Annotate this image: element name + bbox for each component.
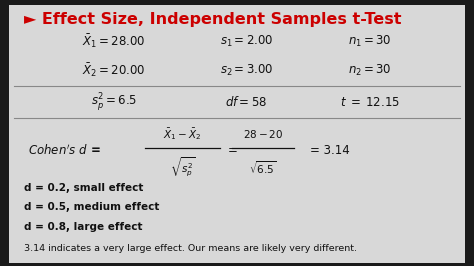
Text: $t \;=\; 12.15$: $t \;=\; 12.15$	[340, 96, 400, 109]
Text: $\bar{X}_1 - \bar{X}_2$: $\bar{X}_1 - \bar{X}_2$	[164, 126, 201, 142]
Text: $\sqrt{6.5}$: $\sqrt{6.5}$	[249, 159, 277, 176]
Text: $n_2 = 30$: $n_2 = 30$	[348, 63, 392, 78]
Text: =: =	[228, 144, 237, 157]
Text: $s_2 = 3.00$: $s_2 = 3.00$	[220, 63, 273, 78]
Text: $\it{Cohen's\ d}$ =: $\it{Cohen's\ d}$ =	[28, 143, 101, 157]
Text: $\sqrt{s_p^2}$: $\sqrt{s_p^2}$	[170, 156, 195, 179]
Text: d = 0.5, medium effect: d = 0.5, medium effect	[24, 202, 159, 213]
Text: $s_p^2 = 6.5$: $s_p^2 = 6.5$	[91, 92, 137, 113]
Text: d = 0.8, large effect: d = 0.8, large effect	[24, 222, 142, 232]
Text: ► Effect Size, Independent Samples t-Test: ► Effect Size, Independent Samples t-Tes…	[24, 12, 401, 27]
Text: d = 0.2, small effect: d = 0.2, small effect	[24, 182, 143, 193]
Text: $s_1 = 2.00$: $s_1 = 2.00$	[220, 34, 273, 49]
Text: $n_1 = 30$: $n_1 = 30$	[348, 34, 392, 49]
Text: $df = 58$: $df = 58$	[226, 95, 267, 109]
Text: 3.14 indicates a very large effect. Our means are likely very different.: 3.14 indicates a very large effect. Our …	[24, 244, 357, 253]
Text: $\bar{X}_2 = 20.00$: $\bar{X}_2 = 20.00$	[82, 62, 146, 79]
Text: = 3.14: = 3.14	[310, 144, 350, 157]
Text: $\bar{X}_1 = 28.00$: $\bar{X}_1 = 28.00$	[82, 32, 146, 50]
Text: $28 - 20$: $28 - 20$	[243, 128, 283, 140]
